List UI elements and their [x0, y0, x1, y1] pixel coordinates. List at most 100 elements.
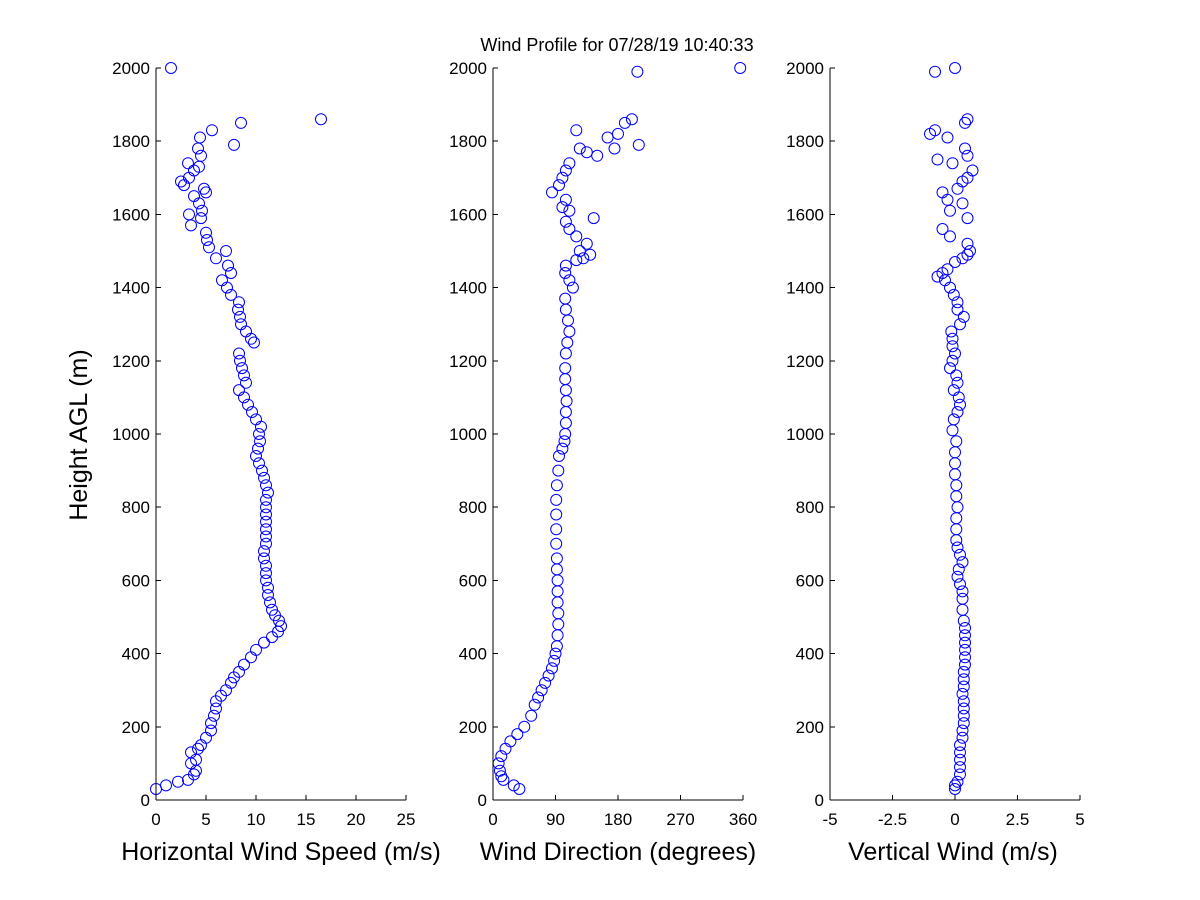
vertical-y-tick-label: 1600 [786, 205, 824, 224]
vertical-point [954, 548, 966, 561]
speed-point [258, 552, 270, 565]
vertical-x-tick-label: 2.5 [1006, 810, 1030, 829]
direction-point [504, 735, 517, 748]
direction-point [551, 629, 564, 642]
speed-x-tick-label: 25 [397, 810, 416, 829]
vertical-point [957, 709, 970, 722]
direction-point [584, 248, 597, 261]
vertical-point [961, 212, 974, 225]
direction-point [550, 552, 563, 565]
speed-point [238, 369, 250, 382]
vertical-point [949, 783, 961, 795]
direction-point [601, 131, 614, 144]
speed-ticks [155, 67, 407, 801]
vertical-point [947, 384, 960, 397]
direction-point [559, 259, 572, 272]
direction-point [552, 464, 565, 477]
speed-point [225, 676, 237, 689]
vertical-point [950, 534, 963, 547]
speed-point [192, 142, 204, 155]
direction-point [580, 237, 593, 250]
vertical-y-tick-label: 2000 [786, 59, 824, 78]
speed-y-tick-label: 0 [141, 791, 150, 810]
vertical-point [946, 332, 959, 345]
speed-point [210, 252, 222, 265]
direction-point [556, 442, 569, 455]
vertical-point [947, 413, 960, 426]
direction-panel: 0 90 180 270 360 0 200 400 600 800 1000 1200 1400 160… [449, 59, 757, 866]
direction-y-tick-label: 1800 [449, 132, 487, 151]
speed-point [236, 362, 248, 375]
speed-point [183, 208, 195, 221]
speed-y-tick-label: 1800 [112, 132, 150, 151]
speed-y-tick-label: 1000 [112, 425, 150, 444]
speed-point [258, 636, 270, 649]
vertical-point [957, 680, 970, 693]
speed-point [240, 325, 252, 338]
vertical-point [966, 164, 979, 177]
direction-point [556, 201, 569, 214]
direction-point [532, 691, 545, 704]
speed-y-tick-label: 1200 [112, 352, 150, 371]
speed-point [260, 493, 272, 506]
speed-point [201, 234, 213, 246]
direction-point [559, 362, 572, 375]
vertical-point [961, 113, 974, 126]
vertical-point [949, 446, 961, 459]
speed-markers [150, 62, 327, 795]
speed-point [196, 204, 208, 217]
direction-point [562, 314, 574, 327]
vertical-point [961, 149, 974, 162]
speed-point [262, 589, 274, 601]
direction-point [550, 537, 563, 550]
direction-point [511, 728, 524, 741]
direction-point [561, 336, 574, 349]
speed-point [255, 420, 267, 433]
direction-point [612, 127, 624, 140]
speed-point [208, 709, 220, 722]
speed-x-tick-label: 0 [151, 810, 160, 829]
direction-point [492, 757, 505, 770]
vertical-y-tick-label: 800 [796, 498, 824, 517]
vertical-point [954, 768, 966, 781]
speed-point [260, 537, 272, 550]
direction-point [573, 142, 586, 155]
vertical-point [954, 739, 966, 752]
vertical-x-tick-label: 0 [950, 810, 959, 829]
vertical-point [949, 347, 961, 360]
direction-y-tick-label: 2000 [449, 59, 487, 78]
direction-point [734, 62, 747, 74]
direction-x-tick-label: 180 [604, 810, 632, 829]
speed-y-tick-label: 1400 [112, 279, 150, 298]
speed-point [238, 658, 250, 671]
vertical-y-tick-label: 200 [796, 718, 824, 737]
vertical-point [951, 182, 964, 195]
speed-point [260, 567, 272, 580]
direction-point [618, 116, 631, 129]
speed-point [253, 428, 265, 440]
direction-y-tick-label: 0 [478, 791, 487, 810]
vertical-point [946, 340, 959, 353]
direction-point [559, 193, 572, 206]
speed-point [175, 175, 187, 188]
vertical-point [949, 62, 961, 74]
direction-point [556, 171, 569, 184]
speed-point [252, 442, 264, 455]
speed-point [205, 724, 217, 737]
speed-point [188, 190, 200, 203]
speed-x-tick-label: 15 [297, 810, 316, 829]
direction-y-tick-label: 600 [459, 571, 487, 590]
direction-point [560, 395, 573, 408]
direction-point [559, 347, 572, 360]
vertical-point [950, 512, 963, 525]
direction-point [563, 274, 576, 287]
direction-point [552, 607, 565, 620]
speed-point [194, 131, 206, 144]
vertical-point [945, 325, 958, 338]
direction-y-tick-label: 800 [459, 498, 487, 517]
vertical-tick-labels: -5 -2.5 0 2.5 5 0 200 400 600 800 1000 1200 1400 1600… [786, 59, 1085, 829]
speed-point [250, 413, 262, 426]
speed-point [246, 406, 258, 418]
direction-point [550, 523, 563, 536]
